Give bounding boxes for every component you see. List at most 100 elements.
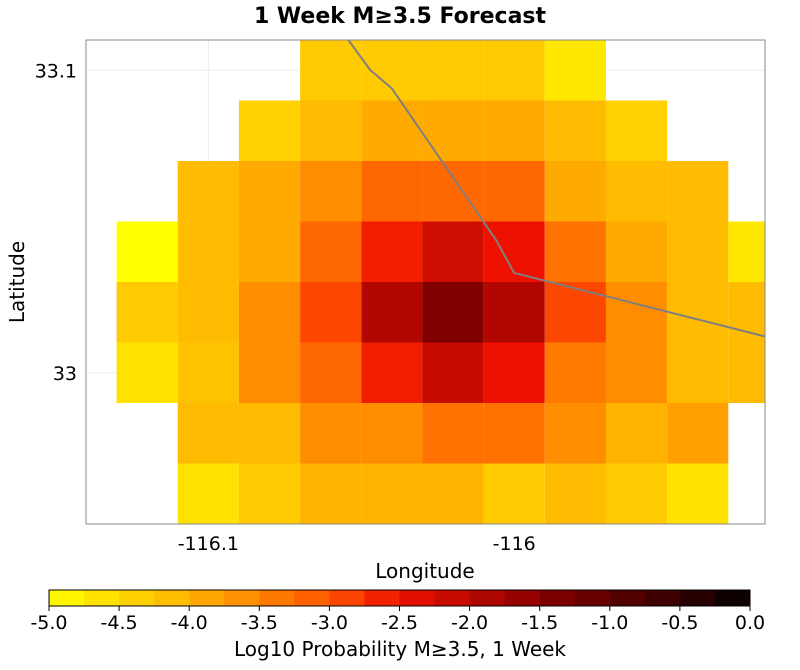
heatmap-cell (544, 463, 606, 524)
y-axis-label: Latitude (5, 241, 29, 323)
heatmap-cell (300, 463, 362, 524)
heatmap-cell (667, 463, 729, 524)
heatmap-cell (116, 282, 178, 343)
heatmap-cell (361, 221, 423, 282)
y-axis-ticks: 33 33.1 (35, 60, 77, 385)
heatmap-cell (177, 463, 239, 524)
heatmap-cell (422, 342, 484, 403)
heatmap-cell (483, 161, 545, 222)
heatmap-cell (300, 161, 362, 222)
colorbar-ticks: -5.0 -4.5 -4.0 -3.5 -3.0 -2.5 -2.0 -1.5 -1.0 -0.5… (30, 606, 765, 634)
colorbar-tick-label: -1.5 (521, 612, 558, 634)
colorbar-segment (259, 590, 295, 606)
heatmap-cell (667, 282, 729, 343)
heatmap-cell (422, 463, 484, 524)
colorbar-tick-label: -5.0 (30, 612, 67, 634)
heatmap-cell (728, 342, 765, 403)
x-axis-label: Longitude (375, 559, 474, 583)
heatmap-cell (361, 100, 423, 161)
colorbar-tick-label: -3.0 (311, 612, 348, 634)
heatmap-cell (177, 403, 239, 464)
heatmap-cell (483, 40, 545, 101)
heatmap-cell (361, 463, 423, 524)
heatmap-cell (116, 221, 178, 282)
colorbar-segment (119, 590, 155, 606)
heatmap-cells (116, 40, 765, 524)
heatmap-cell (300, 221, 362, 282)
heatmap-cell (667, 221, 729, 282)
heatmap-cell (238, 403, 301, 464)
heatmap-cell (483, 100, 545, 161)
heatmap-cell (728, 221, 765, 282)
heatmap-cell (238, 463, 301, 524)
heatmap-cell (177, 221, 239, 282)
heatmap-cell (177, 161, 239, 222)
heatmap-cell (238, 221, 301, 282)
heatmap-cell (422, 282, 484, 343)
colorbar (49, 590, 751, 606)
x-tick-label: -116 (493, 533, 536, 555)
heatmap-cell (728, 282, 765, 343)
colorbar-segment (434, 590, 471, 606)
heatmap-cell (300, 403, 362, 464)
heatmap-cell (177, 342, 239, 403)
colorbar-segment (574, 590, 611, 606)
heatmap-cell (177, 282, 239, 343)
colorbar-segment (644, 590, 681, 606)
heatmap-cell (422, 100, 484, 161)
heatmap-cell (361, 342, 423, 403)
heatmap-cell (544, 282, 606, 343)
colorbar-segment (294, 590, 330, 606)
x-tick-label: -116.1 (178, 533, 239, 555)
heatmap-cell (300, 40, 362, 101)
colorbar-segment (399, 590, 436, 606)
colorbar-tick-label: -4.0 (171, 612, 208, 634)
colorbar-segment (609, 590, 646, 606)
heatmap-cell (605, 403, 668, 464)
fault-trace (347, 40, 765, 338)
colorbar-segment (504, 590, 541, 606)
colorbar-tick-label: -1.0 (591, 612, 628, 634)
heatmap-cell (544, 403, 606, 464)
colorbar-segment (224, 590, 260, 606)
heatmap-cell (361, 282, 423, 343)
heatmap-cell (483, 342, 545, 403)
plot-border (85, 39, 766, 525)
heatmap-cell (422, 40, 484, 101)
heatmap-cell (300, 342, 362, 403)
heatmap-cell (483, 403, 545, 464)
heatmap-cell (238, 282, 301, 343)
heatmap-cell (544, 342, 606, 403)
heatmap-cell (116, 342, 178, 403)
colorbar-segment (539, 590, 576, 606)
chart-title: 1 Week M≥3.5 Forecast (254, 4, 547, 29)
colorbar-segment (469, 590, 506, 606)
colorbar-label: Log10 Probability M≥3.5, 1 Week (234, 637, 566, 661)
colorbar-tick-label: -3.5 (241, 612, 278, 634)
heatmap-cell (605, 100, 668, 161)
heatmap-cell (238, 100, 301, 161)
colorbar-segment (154, 590, 190, 606)
colorbar-tick-label: -4.5 (101, 612, 138, 634)
colorbar-segment (189, 590, 225, 606)
colorbar-segment (714, 590, 751, 606)
heatmap-cell (605, 221, 668, 282)
colorbar-tick-label: -2.0 (451, 612, 488, 634)
heatmap-cell (544, 221, 606, 282)
heatmap-cell (605, 161, 668, 222)
heatmap-cell (544, 161, 606, 222)
heatmap-cell (544, 100, 606, 161)
heatmap-cell (422, 161, 484, 222)
heatmap-cell (422, 403, 484, 464)
x-axis-ticks: -116.1 -116 (178, 533, 536, 555)
heatmap-cell (605, 282, 668, 343)
heatmap-cell (667, 403, 729, 464)
heatmap-cell (544, 40, 606, 101)
colorbar-tick-label: -0.5 (661, 612, 698, 634)
heatmap-cell (422, 221, 484, 282)
heatmap-cell (238, 342, 301, 403)
heatmap-cell (300, 282, 362, 343)
heatmap-cell (667, 161, 729, 222)
heatmap-cell (605, 342, 668, 403)
